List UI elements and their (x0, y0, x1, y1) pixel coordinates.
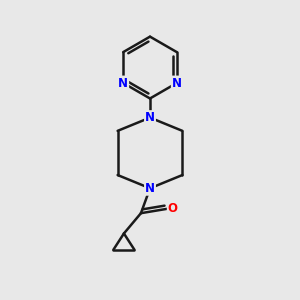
Text: N: N (172, 76, 182, 89)
Text: O: O (168, 202, 178, 215)
Text: N: N (118, 76, 128, 89)
Text: N: N (145, 111, 155, 124)
Text: N: N (145, 182, 155, 195)
